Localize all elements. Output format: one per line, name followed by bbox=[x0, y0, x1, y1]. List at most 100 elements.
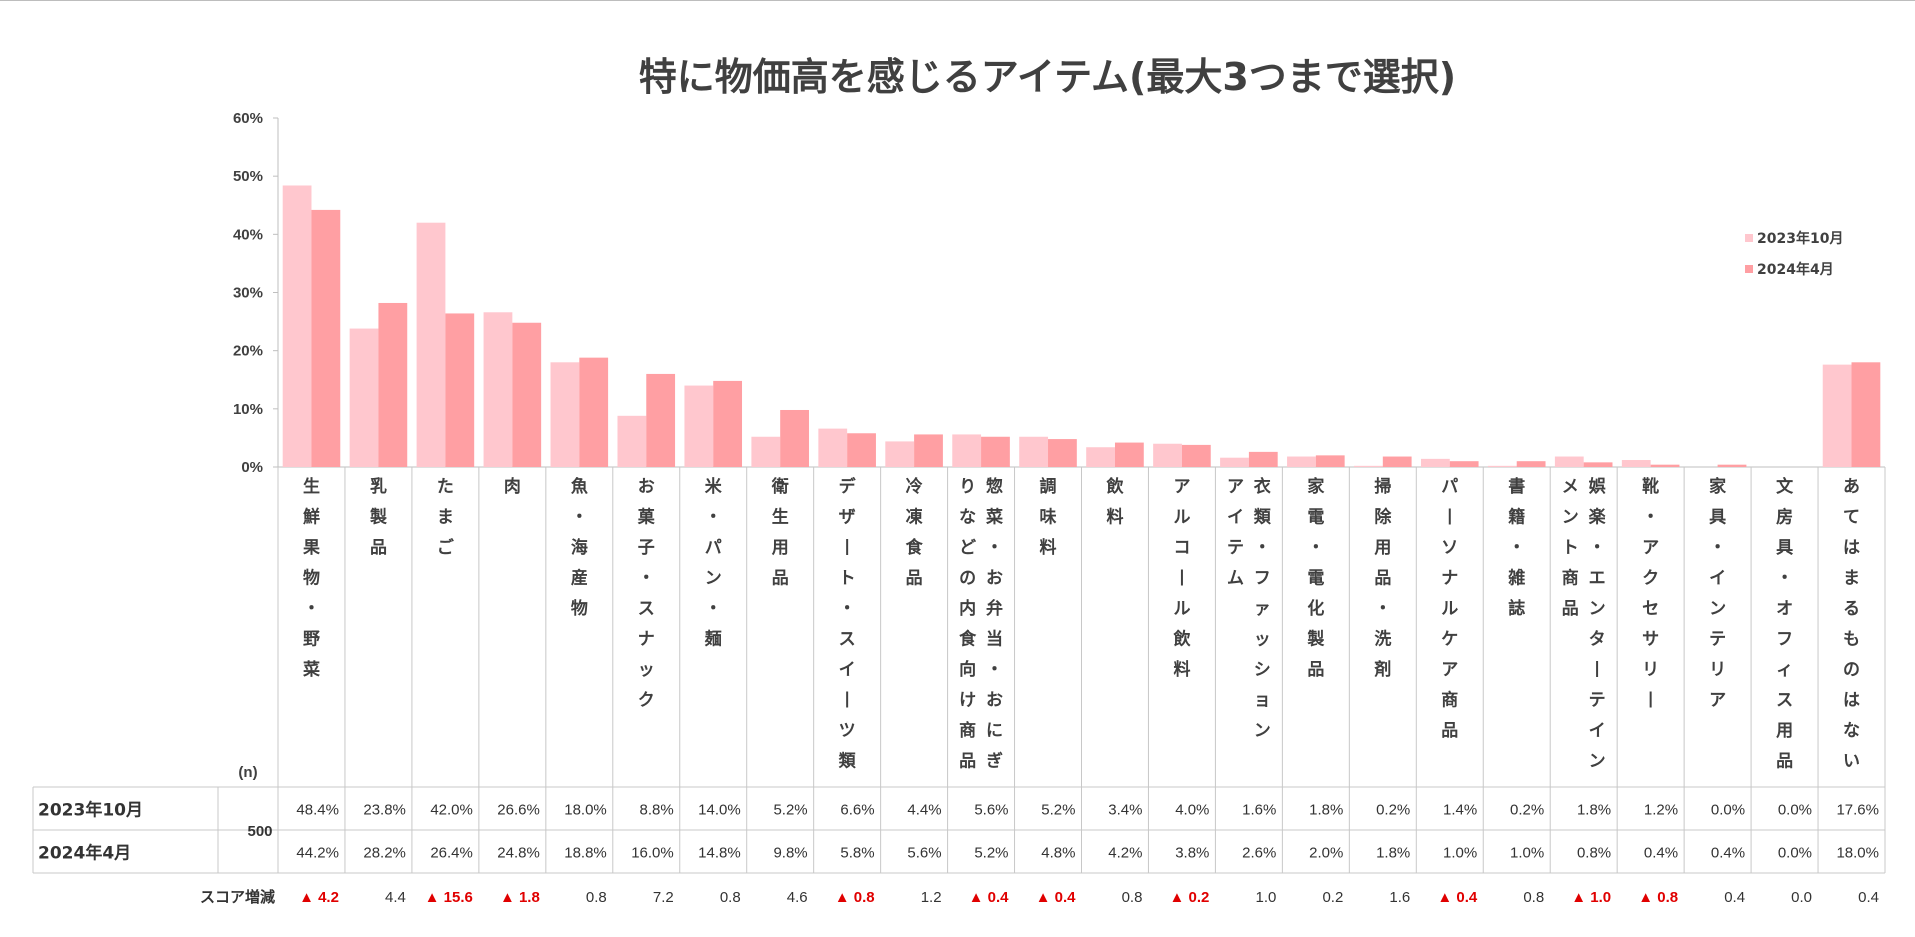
category-label-char: ス bbox=[839, 630, 856, 650]
category-label-char: 製 bbox=[1306, 629, 1324, 650]
score-value: ▲ 0.8 bbox=[835, 889, 875, 906]
category-label-char: ま bbox=[437, 508, 454, 528]
category-label-char: 用 bbox=[1374, 538, 1391, 558]
category-label-char: ア bbox=[1642, 538, 1659, 558]
category-label-char: 物 bbox=[571, 598, 588, 619]
score-value: 4.4 bbox=[385, 889, 406, 906]
category-label-char: ・ bbox=[705, 508, 722, 528]
category-label-char: コ bbox=[1173, 538, 1190, 558]
category-label-char: 品 bbox=[1562, 599, 1579, 619]
category-label-char: ッ bbox=[638, 660, 655, 680]
category-label-char: 電 bbox=[1307, 569, 1324, 589]
category-label-char: ル bbox=[1441, 599, 1458, 619]
category-label-char: 製 bbox=[369, 507, 387, 528]
category-label-char: 菜 bbox=[302, 660, 321, 680]
table-cell: 28.2% bbox=[363, 845, 406, 862]
score-value: ▲ 0.8 bbox=[1638, 889, 1678, 906]
category-label-char: ご bbox=[437, 537, 455, 558]
score-value: 0.8 bbox=[720, 889, 741, 906]
table-cell: 4.2% bbox=[1108, 845, 1142, 862]
category-label-char: て bbox=[1843, 508, 1860, 528]
table-cell: 4.8% bbox=[1041, 845, 1075, 862]
category-label-char: 鮮 bbox=[303, 507, 320, 528]
table-cell: 26.4% bbox=[430, 845, 473, 862]
legend-swatch bbox=[1745, 265, 1753, 273]
category-label-char: ・ bbox=[839, 599, 856, 619]
category-label-char: ィ bbox=[1776, 660, 1793, 680]
score-value: ▲ 4.2 bbox=[299, 889, 339, 906]
category-label-char: ・ bbox=[1374, 599, 1391, 619]
table-cell: 5.2% bbox=[1041, 802, 1075, 819]
table-cell: 1.8% bbox=[1376, 845, 1410, 862]
score-value: 0.4 bbox=[1858, 889, 1879, 906]
category-label-char: 品 bbox=[959, 752, 976, 772]
table-cell: 5.2% bbox=[974, 845, 1008, 862]
table-cell: 48.4% bbox=[296, 802, 339, 819]
table-cell: 24.8% bbox=[497, 845, 540, 862]
table-cell: 0.0% bbox=[1778, 845, 1812, 862]
category-label-char: 類 bbox=[1253, 508, 1272, 528]
y-tick-label: 60% bbox=[233, 110, 263, 127]
category-label-char: ン bbox=[1709, 599, 1726, 619]
category-label-char: ザ bbox=[839, 508, 856, 528]
category-label-char: フ bbox=[1776, 630, 1793, 650]
category-label-char: ッ bbox=[1254, 630, 1271, 650]
bar bbox=[1822, 364, 1852, 467]
bar bbox=[1181, 444, 1211, 467]
category-label-char: ア bbox=[1227, 477, 1244, 497]
table-cell: 44.2% bbox=[296, 845, 339, 862]
score-value: 0.8 bbox=[1122, 889, 1143, 906]
category-label-char: 品 bbox=[1441, 721, 1458, 741]
category-label-char: 乳 bbox=[370, 476, 387, 497]
table-cell: 0.4% bbox=[1644, 845, 1678, 862]
category-label-char: 品 bbox=[772, 569, 789, 589]
category-label-char: ・ bbox=[705, 599, 722, 619]
n-value: 500 bbox=[247, 823, 272, 840]
category-label-char: 食 bbox=[959, 629, 977, 650]
category-label-char: ト bbox=[839, 569, 856, 589]
category-label-char: 料 bbox=[1106, 507, 1123, 528]
table-row-label: 2024年4月 bbox=[38, 843, 131, 864]
score-value: ▲ 0.4 bbox=[1036, 889, 1077, 906]
category-label-char: ス bbox=[638, 599, 655, 619]
category-label-char: お bbox=[986, 569, 1003, 589]
category-label-char: い bbox=[1843, 752, 1860, 772]
category-label-char: 家 bbox=[1307, 476, 1324, 497]
category-label-char: 惣 bbox=[986, 476, 1003, 497]
category-label-char: 品 bbox=[370, 538, 387, 558]
bar bbox=[847, 433, 876, 467]
category-label-char: 品 bbox=[1776, 752, 1793, 772]
category-label-char: 菜 bbox=[985, 508, 1004, 528]
table-cell: 0.8% bbox=[1577, 845, 1611, 862]
category-label-char: の bbox=[959, 569, 976, 589]
category-label-char: リ bbox=[1709, 660, 1726, 680]
bar bbox=[1382, 456, 1412, 467]
category-label-char: ・ bbox=[986, 538, 1003, 558]
bar bbox=[550, 362, 580, 467]
table-cell: 8.8% bbox=[640, 802, 674, 819]
category-label-char: サ bbox=[1642, 630, 1659, 650]
category-label-char: ナ bbox=[638, 630, 655, 650]
category-label-char: お bbox=[986, 691, 1003, 711]
table-cell: 4.4% bbox=[907, 802, 941, 819]
category-label-char: フ bbox=[1254, 569, 1271, 589]
table-cell: 5.8% bbox=[840, 845, 874, 862]
bar bbox=[617, 415, 647, 467]
category-label-char: 籍 bbox=[1508, 507, 1525, 528]
bar bbox=[1583, 462, 1613, 467]
n-header: (n) bbox=[238, 764, 257, 781]
category-label-char: 料 bbox=[1173, 659, 1190, 680]
table-cell: 2.0% bbox=[1309, 845, 1343, 862]
category-label-char: ・ bbox=[303, 599, 320, 619]
bar bbox=[1554, 456, 1584, 467]
bar bbox=[1621, 460, 1651, 467]
table-cell: 23.8% bbox=[363, 802, 406, 819]
category-label-char: 類 bbox=[838, 752, 857, 772]
category-label-char: あ bbox=[1843, 477, 1860, 497]
category-label-char: オ bbox=[1776, 599, 1793, 619]
bar bbox=[684, 385, 714, 467]
legend-swatch bbox=[1745, 234, 1753, 242]
category-label-char: テ bbox=[1589, 691, 1606, 711]
table-row-label: 2023年10月 bbox=[38, 800, 143, 821]
category-label-char: 生 bbox=[303, 476, 320, 497]
